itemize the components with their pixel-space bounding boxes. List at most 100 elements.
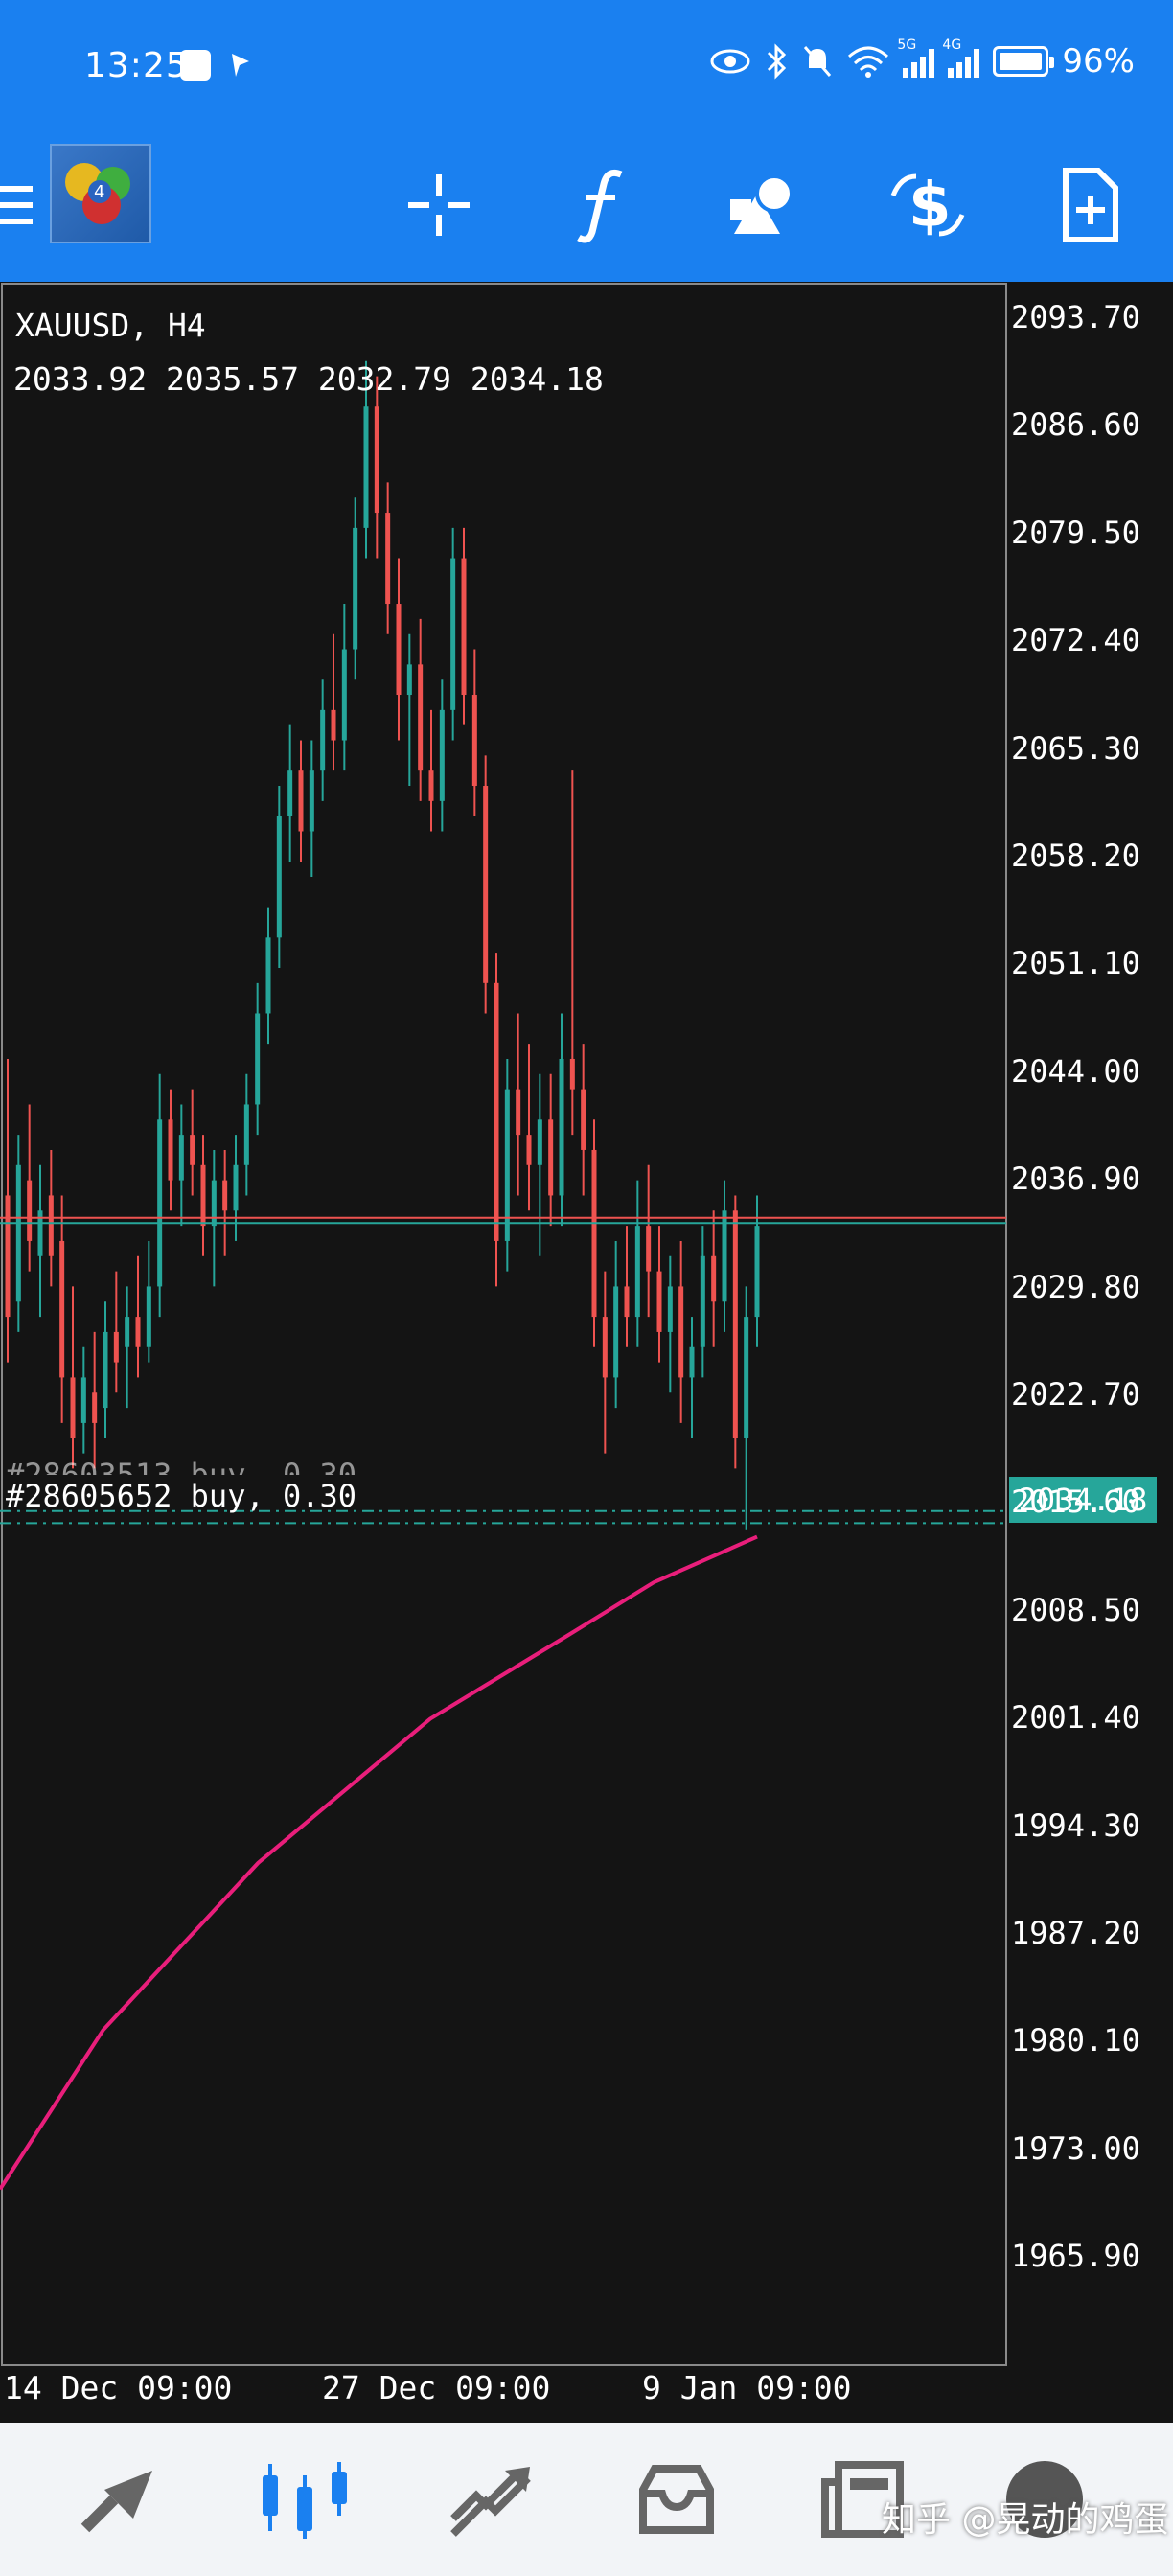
signal-icon-4g: 4G bbox=[942, 37, 980, 78]
battery-icon bbox=[993, 46, 1055, 77]
candle-body bbox=[439, 709, 445, 801]
candle-body bbox=[504, 1089, 510, 1241]
svg-text:$: $ bbox=[908, 171, 952, 242]
candle-body bbox=[581, 1089, 586, 1150]
candle-body bbox=[222, 1180, 228, 1211]
y-tick-5: 2058.20 bbox=[1011, 838, 1140, 874]
y-tick-15: 1987.20 bbox=[1011, 1915, 1140, 1951]
candle-body bbox=[450, 558, 456, 710]
candle-body bbox=[298, 770, 304, 832]
order-label-2: #28603513 buy, 0.30 bbox=[6, 1457, 357, 1493]
candle-body bbox=[744, 1317, 749, 1438]
candle-body bbox=[516, 1089, 521, 1136]
candle-body bbox=[15, 1164, 21, 1302]
candle-body bbox=[135, 1317, 141, 1347]
candle-body bbox=[374, 406, 380, 514]
candle-body bbox=[80, 1377, 86, 1423]
y-tick-10: 2022.70 bbox=[1011, 1376, 1140, 1413]
news-icon[interactable] bbox=[805, 2442, 920, 2557]
candle-body bbox=[200, 1164, 206, 1227]
toolbar: $ bbox=[0, 134, 1173, 282]
candle-body bbox=[602, 1317, 608, 1378]
candle-body bbox=[320, 709, 326, 771]
candle-body bbox=[309, 770, 314, 832]
x-tick-2: 9 Jan 09:00 bbox=[642, 2369, 852, 2406]
candle-body bbox=[5, 1195, 11, 1318]
candle-body bbox=[711, 1255, 717, 1302]
candle-body bbox=[700, 1255, 705, 1347]
candle-body bbox=[233, 1164, 239, 1211]
hamburger-menu-icon[interactable] bbox=[0, 157, 34, 253]
candle-body bbox=[353, 527, 358, 650]
y-tick-6: 2051.10 bbox=[1011, 945, 1140, 982]
y-tick-0: 2093.70 bbox=[1011, 299, 1140, 335]
y-tick-13: 2001.40 bbox=[1011, 1699, 1140, 1736]
signal-icon-5g: 5G bbox=[897, 37, 935, 78]
y-tick-12: 2008.50 bbox=[1011, 1591, 1140, 1628]
status-time: 13:25 bbox=[84, 46, 189, 85]
candle-body bbox=[634, 1226, 640, 1318]
candle-body bbox=[569, 1058, 575, 1090]
candle-body bbox=[385, 513, 391, 605]
candle-body bbox=[168, 1119, 173, 1181]
settings-icon[interactable] bbox=[987, 2442, 1102, 2557]
status-bar: 13:25 5G 4G 96% bbox=[0, 0, 1173, 134]
moving-average-line bbox=[0, 1534, 758, 2191]
battery-percent: 96% bbox=[1062, 42, 1135, 80]
notification-icon-2 bbox=[224, 50, 255, 80]
candle-body bbox=[48, 1195, 54, 1256]
candle-body bbox=[559, 1058, 564, 1196]
ohlc-label: 2033.92 2035.57 2032.79 2034.18 bbox=[13, 360, 604, 398]
y-tick-8: 2036.90 bbox=[1011, 1161, 1140, 1198]
chart-icon[interactable] bbox=[247, 2442, 362, 2557]
y-tick-3: 2072.40 bbox=[1011, 622, 1140, 659]
candle-body bbox=[211, 1180, 217, 1227]
x-tick-1: 27 Dec 09:00 bbox=[322, 2369, 551, 2406]
candle-body bbox=[27, 1180, 33, 1241]
candle-body bbox=[243, 1104, 249, 1165]
candle-body bbox=[537, 1119, 542, 1165]
y-tick-17: 1973.00 bbox=[1011, 2129, 1140, 2167]
objects-icon[interactable] bbox=[717, 157, 813, 253]
new-document-icon[interactable] bbox=[1043, 157, 1138, 253]
eye-icon bbox=[710, 49, 750, 74]
trade-icon[interactable] bbox=[433, 2442, 548, 2557]
history-icon[interactable] bbox=[619, 2442, 734, 2557]
candle-body bbox=[624, 1286, 630, 1318]
y-tick-14: 1994.30 bbox=[1011, 1806, 1140, 1844]
candle-body bbox=[157, 1119, 163, 1287]
notification-icon bbox=[180, 50, 211, 80]
indicator-f-icon[interactable] bbox=[554, 157, 650, 253]
candlestick-chart[interactable] bbox=[0, 282, 1173, 2379]
candle-body bbox=[276, 816, 282, 938]
candle-body bbox=[178, 1135, 184, 1181]
y-tick-1: 2086.60 bbox=[1011, 406, 1140, 444]
y-tick-4: 2065.30 bbox=[1011, 729, 1140, 767]
crosshair-icon[interactable] bbox=[391, 157, 487, 253]
metatrader-logo[interactable]: 4 bbox=[50, 144, 151, 243]
candle-body bbox=[483, 786, 489, 983]
candle-body bbox=[406, 664, 412, 696]
status-icons: 5G 4G 96% bbox=[709, 37, 1135, 80]
candle-body bbox=[255, 1013, 261, 1105]
candle-body bbox=[656, 1271, 662, 1332]
candle-body bbox=[689, 1346, 695, 1378]
candle-body bbox=[418, 664, 424, 771]
price-chart[interactable]: XAUUSD, H4 2033.92 2035.57 2032.79 2034.… bbox=[0, 282, 1173, 2406]
y-tick-16: 1980.10 bbox=[1011, 2022, 1140, 2059]
watermark: 知乎 @晃动的鸡蛋 bbox=[882, 2500, 1169, 2540]
candle-body bbox=[667, 1286, 673, 1332]
svg-text:4: 4 bbox=[94, 182, 104, 202]
candle-body bbox=[461, 558, 467, 696]
chart-frame bbox=[1, 283, 1007, 2366]
candle-body bbox=[526, 1135, 532, 1165]
candle-body bbox=[732, 1210, 738, 1438]
candle-body bbox=[591, 1149, 597, 1318]
candle-body bbox=[265, 937, 271, 1014]
y-tick-11: 2015.60 bbox=[1011, 1484, 1140, 1521]
trade-dollar-icon[interactable]: $ bbox=[880, 157, 976, 253]
quotes-icon[interactable] bbox=[61, 2442, 176, 2557]
candle-body bbox=[70, 1377, 76, 1438]
candle-body bbox=[754, 1226, 760, 1318]
candle-body bbox=[396, 604, 402, 696]
